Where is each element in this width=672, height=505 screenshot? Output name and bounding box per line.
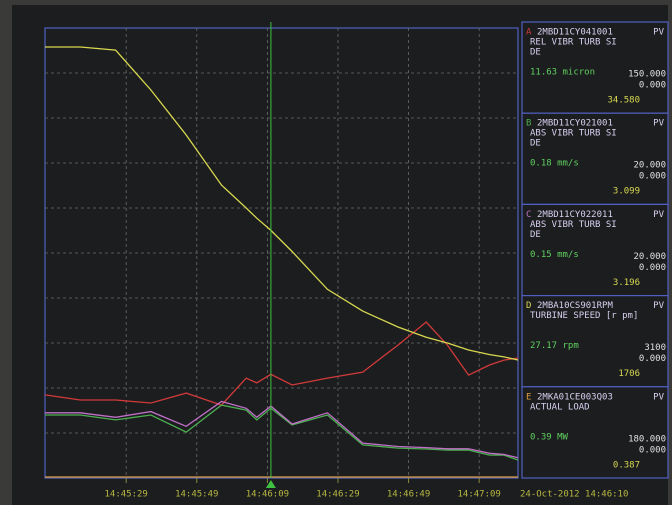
x-tick-label: 14:47:09 [457, 490, 500, 500]
trend-line [45, 404, 519, 461]
trend-line [44, 321, 519, 406]
panel-cursor-value: 1706 [618, 369, 640, 379]
panel-current: 0.39 MW [530, 432, 569, 442]
panel-desc: ABS VIBR TURB SI [530, 129, 617, 139]
panel-desc: ACTUAL LOAD [530, 402, 590, 412]
panel-mode: PV [653, 119, 664, 129]
panel-letter: D [526, 301, 531, 311]
panel-desc: DE [530, 230, 541, 240]
panel-max: 150.000 [628, 70, 666, 80]
series-panel [521, 295, 669, 388]
panel-tag: 2MBD11CY022011 [537, 210, 613, 220]
trend-line [45, 400, 519, 459]
panel-mode: PV [653, 28, 664, 38]
panel-letter: C [526, 210, 531, 220]
panel-desc: DE [530, 139, 541, 149]
panel-letter: A [526, 28, 532, 38]
panel-max: 3100 [644, 343, 666, 353]
x-tick-label: 14:45:29 [105, 490, 148, 500]
panel-cursor-value: 3.196 [613, 278, 640, 288]
panel-cursor-value: 0.387 [613, 460, 640, 470]
panel-tag: 2MBA10CS901RPM [537, 301, 613, 311]
panel-tag: 2MBD11CY041001 [537, 28, 613, 38]
panel-cursor-value: 3.099 [613, 187, 640, 197]
panel-min: 0.000 [639, 81, 666, 91]
panel-min: 0.000 [639, 354, 666, 364]
panel-mode: PV [653, 392, 664, 402]
x-tick-label: 14:46:29 [316, 490, 359, 500]
panel-min: 0.000 [639, 172, 666, 182]
panel-max: 180.000 [628, 434, 666, 444]
cursor-marker [265, 480, 276, 488]
trend-line [45, 46, 519, 361]
panel-desc: ABS VIBR TURB SI [530, 220, 617, 230]
panel-desc: TURBINE SPEED [r pm] [530, 311, 638, 321]
panel-letter: B [526, 119, 531, 129]
footer-time: 24-Oct-2012 14:46:10 [520, 490, 628, 500]
series-panel [521, 203, 669, 297]
panel-mode: PV [653, 301, 664, 311]
x-tick-label: 14:45:49 [175, 490, 218, 500]
panel-current: 0.15 mm/s [530, 250, 579, 260]
panel-letter: E [526, 392, 531, 402]
x-tick-label: 14:46:49 [387, 490, 430, 500]
panel-current: 0.18 mm/s [530, 159, 579, 169]
panel-current: 27.17 rpm [530, 341, 579, 351]
panel-tag: 2MBD11CY021001 [537, 119, 613, 129]
panel-max: 20.000 [633, 252, 666, 262]
panel-max: 20.000 [633, 161, 666, 171]
panel-cursor-value: 34.580 [607, 96, 640, 106]
series-panel [521, 112, 669, 205]
x-tick-label: 14:46:09 [246, 490, 289, 500]
panel-current: 11.63 micron [530, 68, 595, 78]
panel-desc: REL VIBR TURB SI [530, 38, 617, 48]
panel-mode: PV [653, 210, 664, 220]
panel-min: 0.000 [639, 445, 666, 455]
panel-desc: DE [530, 48, 541, 58]
series-panel [521, 386, 669, 479]
panel-tag: 2MKA01CE003Q03 [537, 392, 613, 402]
panel-min: 0.000 [639, 263, 666, 273]
